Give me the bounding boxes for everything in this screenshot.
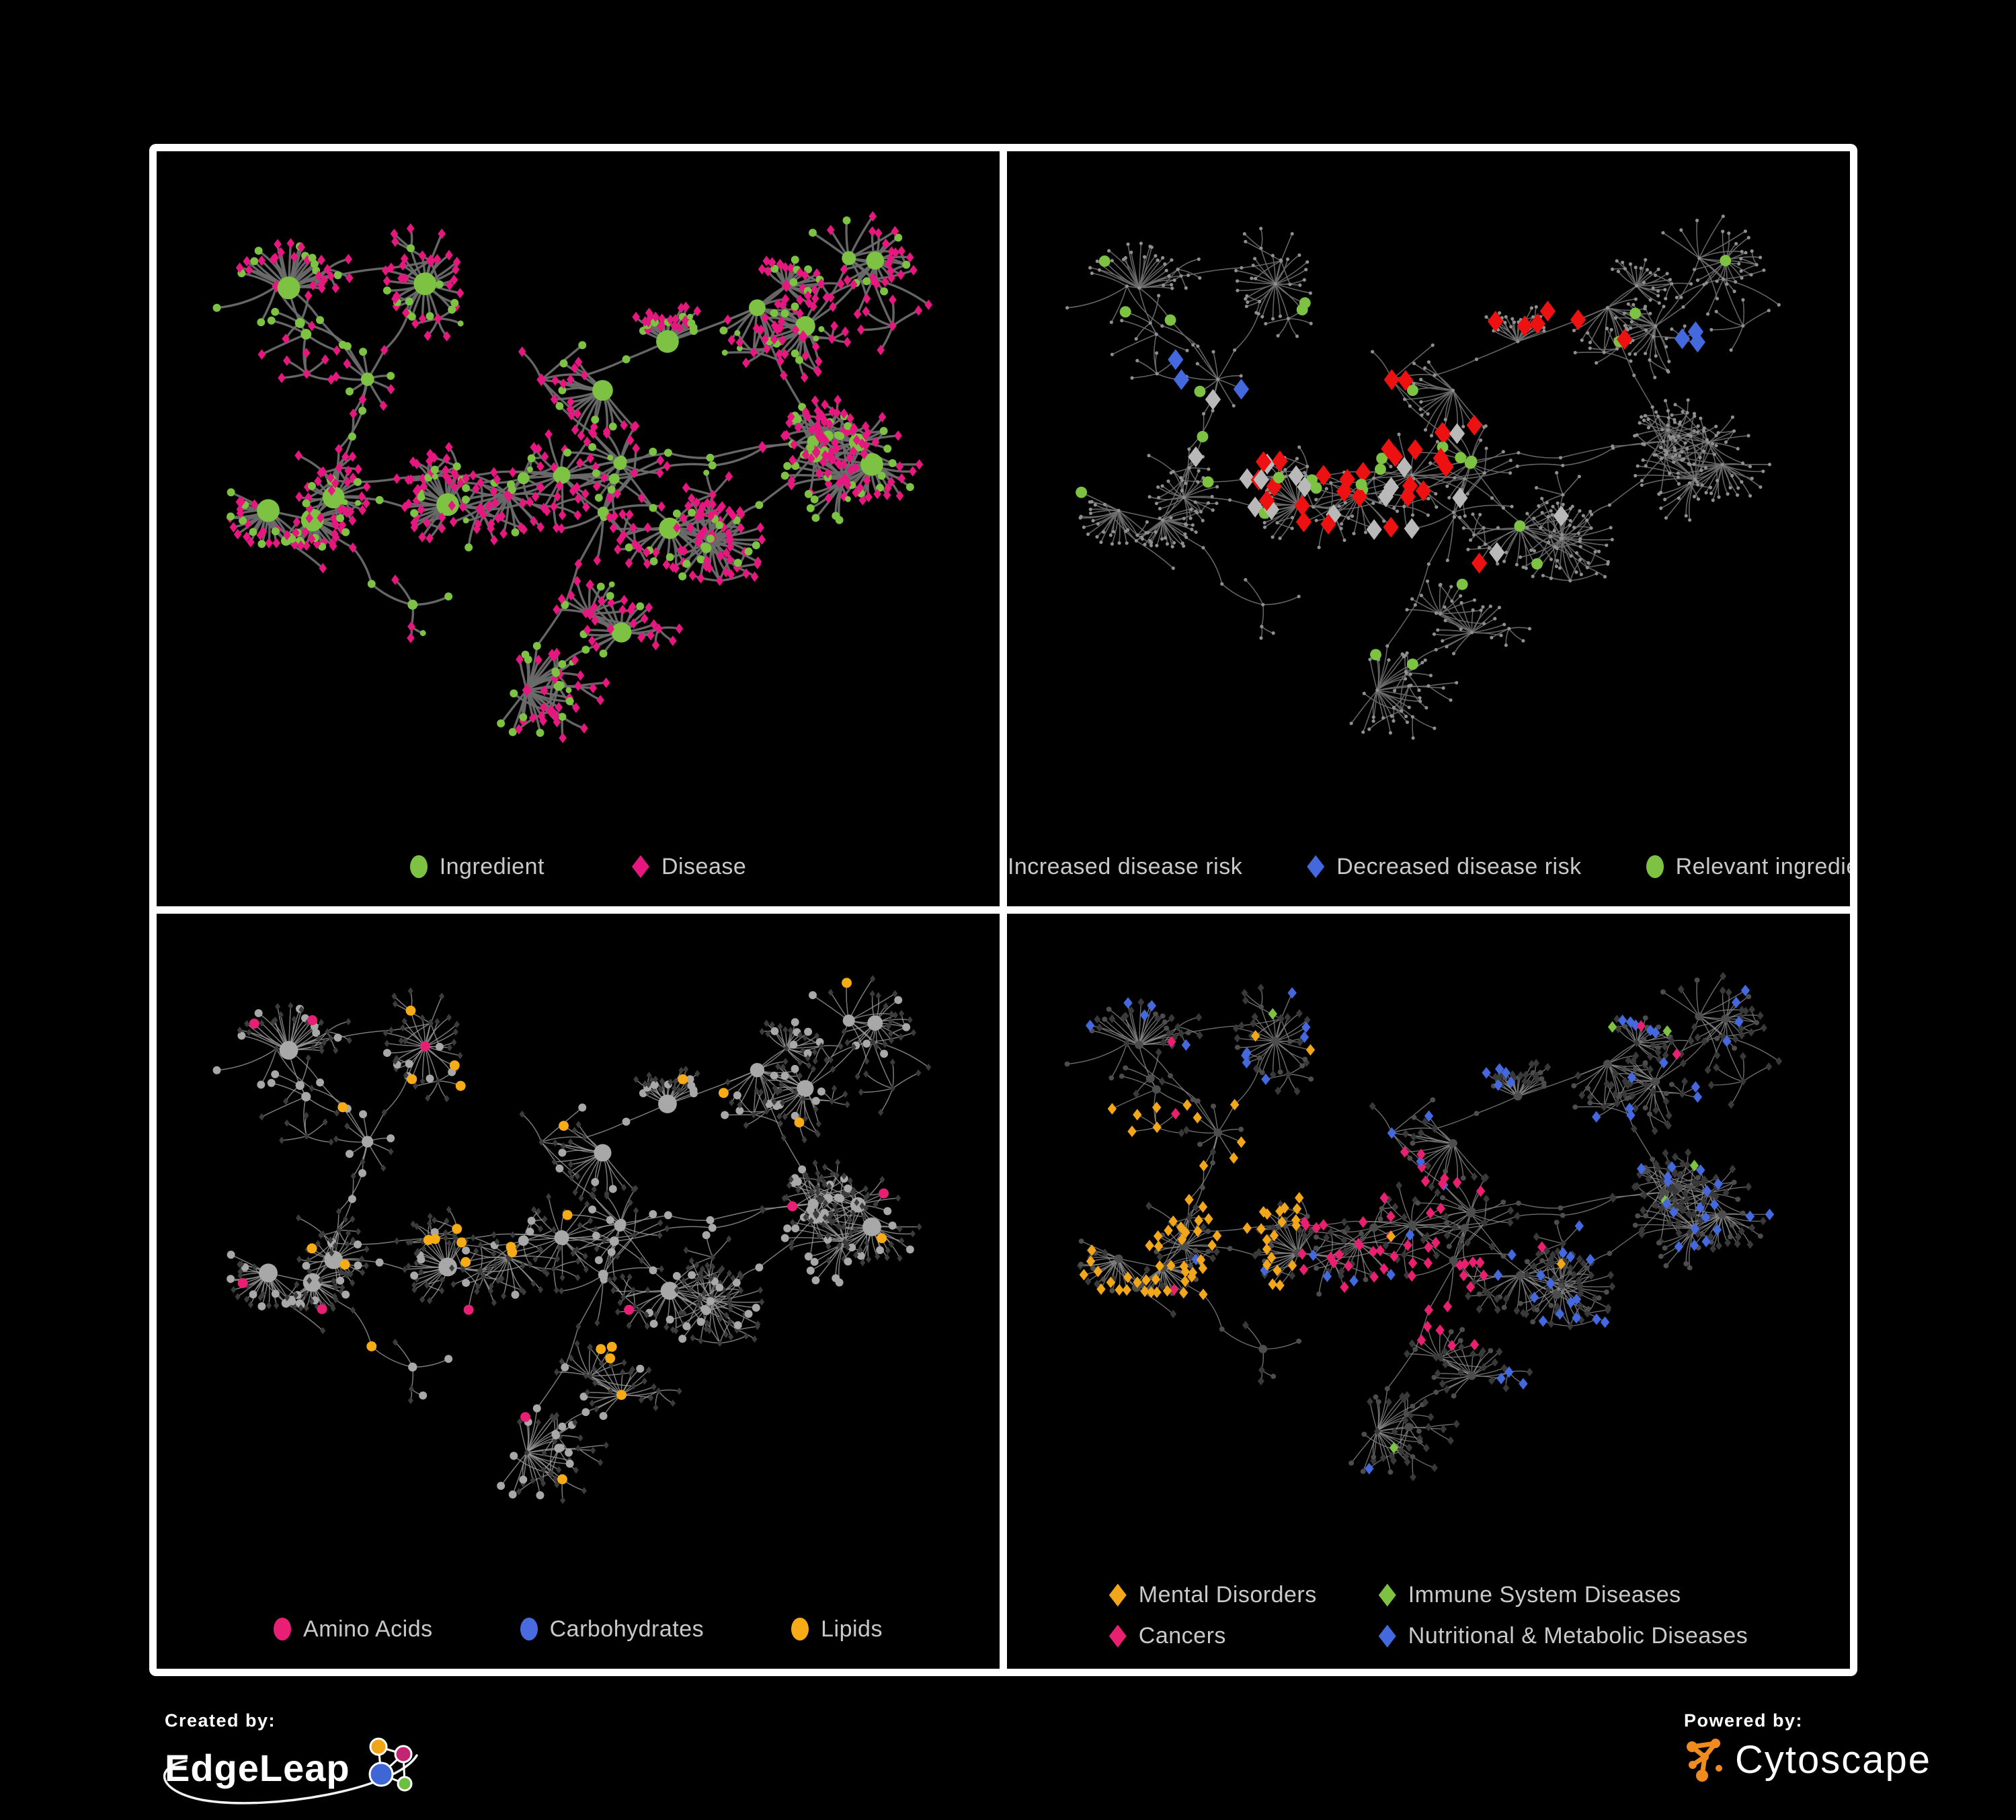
legend-item-lipids: Lipids: [791, 1616, 883, 1643]
panel-ingredient-disease: Ingredient Disease: [157, 151, 1000, 906]
legend-item-disease: Disease: [631, 853, 747, 880]
legend-item-carbohydrates: Carbohydrates: [520, 1616, 704, 1643]
cytoscape-logo-icon: [1687, 1739, 1722, 1782]
amino-acids-circle-marker: [274, 1618, 292, 1640]
legend-nutrient-classes: Amino Acids Carbohydrates Lipids: [157, 1589, 1000, 1669]
panel-nutrient-classes: Amino Acids Carbohydrates Lipids: [157, 914, 1000, 1669]
legend-label-amino-acids: Amino Acids: [303, 1616, 433, 1642]
legend-label-mental-disorders: Mental Disorders: [1138, 1582, 1317, 1608]
legend-label-carbohydrates: Carbohydrates: [549, 1616, 704, 1642]
legend-item-decreased-risk: Decreased disease risk: [1307, 854, 1581, 880]
edgeleap-logo-icon: [368, 1737, 413, 1792]
panel-grid: Ingredient Disease Increased disease ris…: [149, 144, 1857, 1676]
panel-disease-risk: Increased disease risk Decreased disease…: [1007, 151, 1850, 906]
legend-item-amino-acids: Amino Acids: [274, 1616, 433, 1643]
powered-by-label: Powered by:: [1684, 1710, 1804, 1731]
legend-label-nutritional-metabolic-diseases: Nutritional & Metabolic Diseases: [1408, 1623, 1748, 1649]
legend-item-mental-disorders: Mental Disorders: [1108, 1582, 1317, 1608]
legend-item-cancers: Cancers: [1108, 1623, 1317, 1649]
legend-label-cancers: Cancers: [1138, 1623, 1226, 1649]
legend-item-ingredient: Ingredient: [409, 853, 545, 880]
created-by-label: Created by:: [165, 1710, 276, 1731]
network-graph-disease-categories: [1064, 972, 1783, 1482]
cytoscape-wordmark: Cytoscape: [1735, 1737, 1932, 1782]
legend-label-ingredient: Ingredient: [439, 853, 545, 879]
decreased-risk-diamond-marker: [1307, 855, 1325, 878]
immune-system-diamond-marker: [1378, 1583, 1396, 1607]
legend-label-increased-risk: Increased disease risk: [1007, 853, 1243, 879]
legend-label-disease: Disease: [661, 853, 747, 879]
carbohydrates-circle-marker: [520, 1618, 538, 1640]
legend-item-immune-system-diseases: Immune System Diseases: [1378, 1582, 1748, 1608]
legend-label-lipids: Lipids: [821, 1616, 883, 1642]
cytoscape-logo: Cytoscape: [1684, 1737, 1931, 1782]
edgeleap-logo: EdgeLeap: [163, 1735, 419, 1805]
legend-item-increased-risk: Increased disease risk: [1007, 854, 1242, 880]
legend-label-immune-system-diseases: Immune System Diseases: [1408, 1582, 1681, 1608]
nutritional-metabolic-diamond-marker: [1378, 1624, 1396, 1648]
legend-item-relevant-ingredient: Relevant ingredient: [1646, 854, 1850, 880]
legend-label-decreased-risk: Decreased disease risk: [1336, 853, 1582, 879]
panel-disease-categories: Mental Disorders Immune System Diseases …: [1007, 914, 1850, 1669]
legend-ingredient-disease: Ingredient Disease: [157, 827, 1000, 906]
legend-label-relevant-ingredient: Relevant ingredient: [1675, 853, 1850, 879]
ingredient-circle-marker: [409, 855, 428, 878]
network-graph-nutrient-classes: [212, 975, 932, 1505]
relevant-ingredient-circle-marker: [1646, 855, 1664, 878]
legend-item-nutritional-metabolic-diseases: Nutritional & Metabolic Diseases: [1378, 1623, 1748, 1649]
network-graph-ingredient-disease: [212, 210, 933, 744]
legend-disease-categories: Mental Disorders Immune System Diseases …: [1007, 1562, 1850, 1669]
cancers-diamond-marker: [1108, 1624, 1127, 1648]
lipids-circle-marker: [791, 1618, 809, 1640]
cytoscape-credit: Powered by: Cytosc: [1684, 1710, 1931, 1782]
edgeleap-credit: Created by: EdgeLeap: [163, 1710, 419, 1805]
disease-diamond-marker: [631, 855, 649, 878]
legend-disease-risk: Increased disease risk Decreased disease…: [1007, 827, 1850, 906]
network-graph-disease-risk: [1065, 214, 1781, 740]
mental-disorders-diamond-marker: [1108, 1583, 1127, 1607]
edgeleap-wordmark: EdgeLeap: [165, 1746, 350, 1789]
